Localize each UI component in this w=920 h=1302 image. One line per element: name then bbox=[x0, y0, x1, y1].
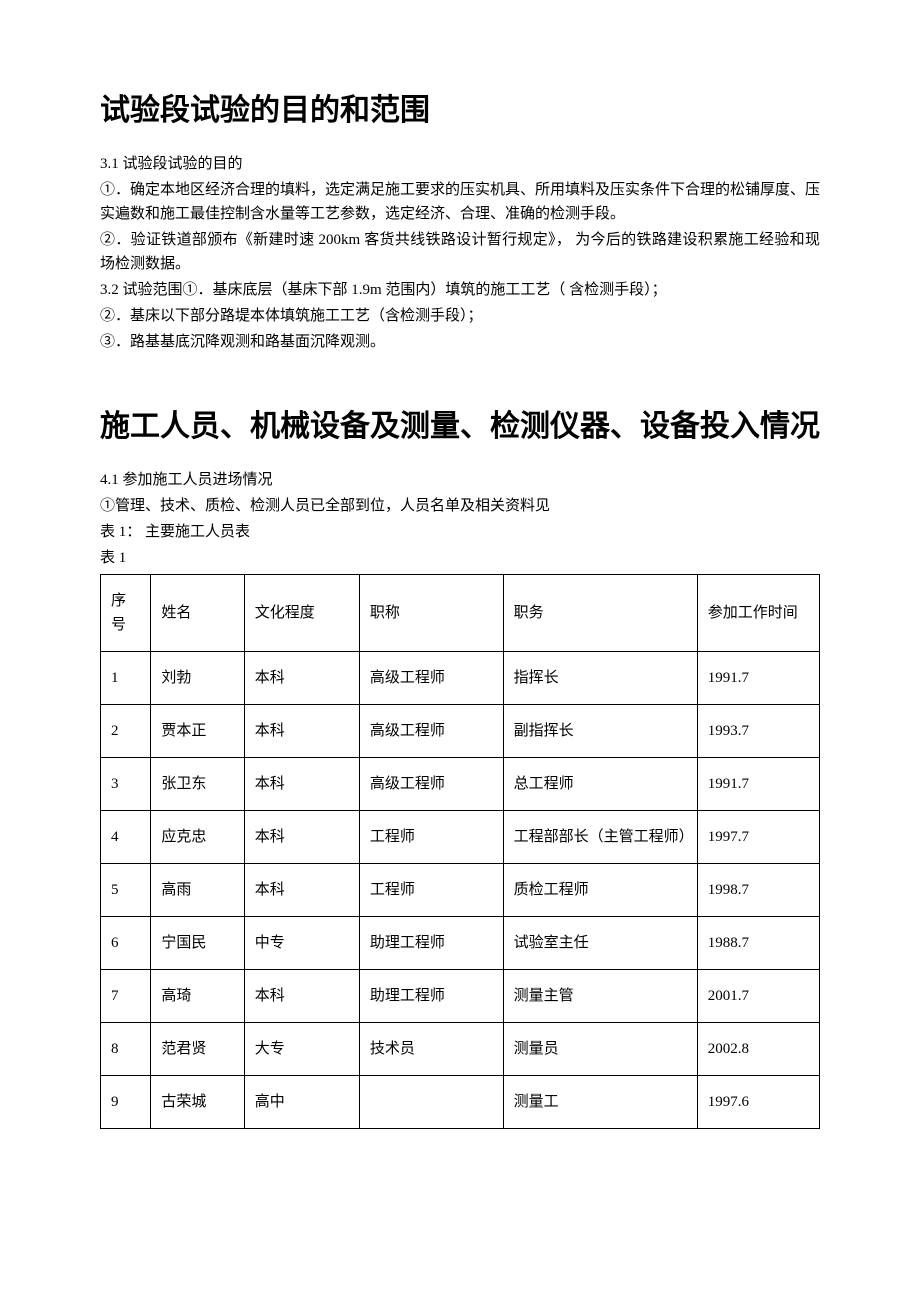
paragraph: ①．确定本地区经济合理的填料，选定满足施工要求的压实机具、所用填料及压实条件下合… bbox=[100, 178, 820, 226]
td-title bbox=[359, 1076, 503, 1129]
table-row: 7高琦本科助理工程师测量主管2001.7 bbox=[101, 970, 820, 1023]
td-edu: 本科 bbox=[244, 864, 359, 917]
td-edu: 本科 bbox=[244, 970, 359, 1023]
td-role: 工程部部长（主管工程师） bbox=[503, 811, 697, 864]
th-education: 文化程度 bbox=[244, 575, 359, 652]
table-row: 6宁国民中专助理工程师试验室主任1988.7 bbox=[101, 917, 820, 970]
td-role: 测量工 bbox=[503, 1076, 697, 1129]
paragraph: ②．基床以下部分路堤本体填筑施工工艺（含检测手段）； bbox=[100, 304, 820, 328]
td-name: 范君贤 bbox=[151, 1023, 244, 1076]
paragraph: 3.2 试验范围①．基床底层（基床下部 1.9m 范围内）填筑的施工工艺（ 含检… bbox=[100, 278, 820, 302]
personnel-table: 序号 姓名 文化程度 职称 职务 参加工作时间 1刘勃本科高级工程师指挥长199… bbox=[100, 574, 820, 1129]
td-date: 1988.7 bbox=[697, 917, 819, 970]
table-row: 4应克忠本科工程师工程部部长（主管工程师）1997.7 bbox=[101, 811, 820, 864]
td-name: 古荣城 bbox=[151, 1076, 244, 1129]
paragraph: ②．验证铁道部颁布《新建时速 200km 客货共线铁路设计暂行规定》， 为今后的… bbox=[100, 228, 820, 276]
td-name: 刘勃 bbox=[151, 652, 244, 705]
td-idx: 6 bbox=[101, 917, 151, 970]
table-row: 9古荣城高中 测量工1997.6 bbox=[101, 1076, 820, 1129]
td-title: 高级工程师 bbox=[359, 705, 503, 758]
td-idx: 5 bbox=[101, 864, 151, 917]
table-row: 5高雨本科工程师质检工程师1998.7 bbox=[101, 864, 820, 917]
td-role: 试验室主任 bbox=[503, 917, 697, 970]
td-date: 1991.7 bbox=[697, 652, 819, 705]
td-role: 指挥长 bbox=[503, 652, 697, 705]
subsection-label-3-1: 3.1 试验段试验的目的 bbox=[100, 152, 820, 176]
td-date: 2002.8 bbox=[697, 1023, 819, 1076]
td-name: 高琦 bbox=[151, 970, 244, 1023]
td-title: 技术员 bbox=[359, 1023, 503, 1076]
td-name: 高雨 bbox=[151, 864, 244, 917]
subsection-label-4-1: 4.1 参加施工人员进场情况 bbox=[100, 468, 820, 492]
td-date: 1998.7 bbox=[697, 864, 819, 917]
td-idx: 2 bbox=[101, 705, 151, 758]
paragraph: ③．路基基底沉降观测和路基面沉降观测。 bbox=[100, 330, 820, 354]
td-date: 2001.7 bbox=[697, 970, 819, 1023]
td-title: 工程师 bbox=[359, 864, 503, 917]
table-row: 2贾本正本科高级工程师副指挥长1993.7 bbox=[101, 705, 820, 758]
td-name: 贾本正 bbox=[151, 705, 244, 758]
th-name: 姓名 bbox=[151, 575, 244, 652]
th-index: 序号 bbox=[101, 575, 151, 652]
td-title: 助理工程师 bbox=[359, 917, 503, 970]
td-date: 1997.7 bbox=[697, 811, 819, 864]
td-idx: 4 bbox=[101, 811, 151, 864]
td-edu: 中专 bbox=[244, 917, 359, 970]
th-title: 职称 bbox=[359, 575, 503, 652]
td-idx: 8 bbox=[101, 1023, 151, 1076]
td-idx: 1 bbox=[101, 652, 151, 705]
section-heading-2: 施工人员、机械设备及测量、检测仪器、设备投入情况 bbox=[100, 406, 820, 448]
td-edu: 高中 bbox=[244, 1076, 359, 1129]
td-role: 测量主管 bbox=[503, 970, 697, 1023]
td-date: 1991.7 bbox=[697, 758, 819, 811]
td-edu: 本科 bbox=[244, 758, 359, 811]
td-idx: 3 bbox=[101, 758, 151, 811]
table-number: 表 1 bbox=[100, 546, 820, 570]
table-caption: 表 1： 主要施工人员表 bbox=[100, 520, 820, 544]
table-row: 8范君贤大专技术员测量员2002.8 bbox=[101, 1023, 820, 1076]
td-name: 宁国民 bbox=[151, 917, 244, 970]
section-heading-1: 试验段试验的目的和范围 bbox=[100, 90, 820, 132]
td-title: 工程师 bbox=[359, 811, 503, 864]
th-date: 参加工作时间 bbox=[697, 575, 819, 652]
td-idx: 9 bbox=[101, 1076, 151, 1129]
td-role: 质检工程师 bbox=[503, 864, 697, 917]
table-row: 1刘勃本科高级工程师指挥长1991.7 bbox=[101, 652, 820, 705]
paragraph: ①管理、技术、质检、检测人员已全部到位，人员名单及相关资料见 bbox=[100, 494, 820, 518]
td-name: 张卫东 bbox=[151, 758, 244, 811]
td-edu: 本科 bbox=[244, 705, 359, 758]
td-idx: 7 bbox=[101, 970, 151, 1023]
td-role: 测量员 bbox=[503, 1023, 697, 1076]
table-row: 3张卫东本科高级工程师总工程师1991.7 bbox=[101, 758, 820, 811]
th-role: 职务 bbox=[503, 575, 697, 652]
td-title: 高级工程师 bbox=[359, 652, 503, 705]
td-name: 应克忠 bbox=[151, 811, 244, 864]
td-edu: 本科 bbox=[244, 652, 359, 705]
td-date: 1993.7 bbox=[697, 705, 819, 758]
td-edu: 本科 bbox=[244, 811, 359, 864]
table-header-row: 序号 姓名 文化程度 职称 职务 参加工作时间 bbox=[101, 575, 820, 652]
td-edu: 大专 bbox=[244, 1023, 359, 1076]
td-title: 高级工程师 bbox=[359, 758, 503, 811]
td-role: 副指挥长 bbox=[503, 705, 697, 758]
td-date: 1997.6 bbox=[697, 1076, 819, 1129]
td-title: 助理工程师 bbox=[359, 970, 503, 1023]
td-role: 总工程师 bbox=[503, 758, 697, 811]
